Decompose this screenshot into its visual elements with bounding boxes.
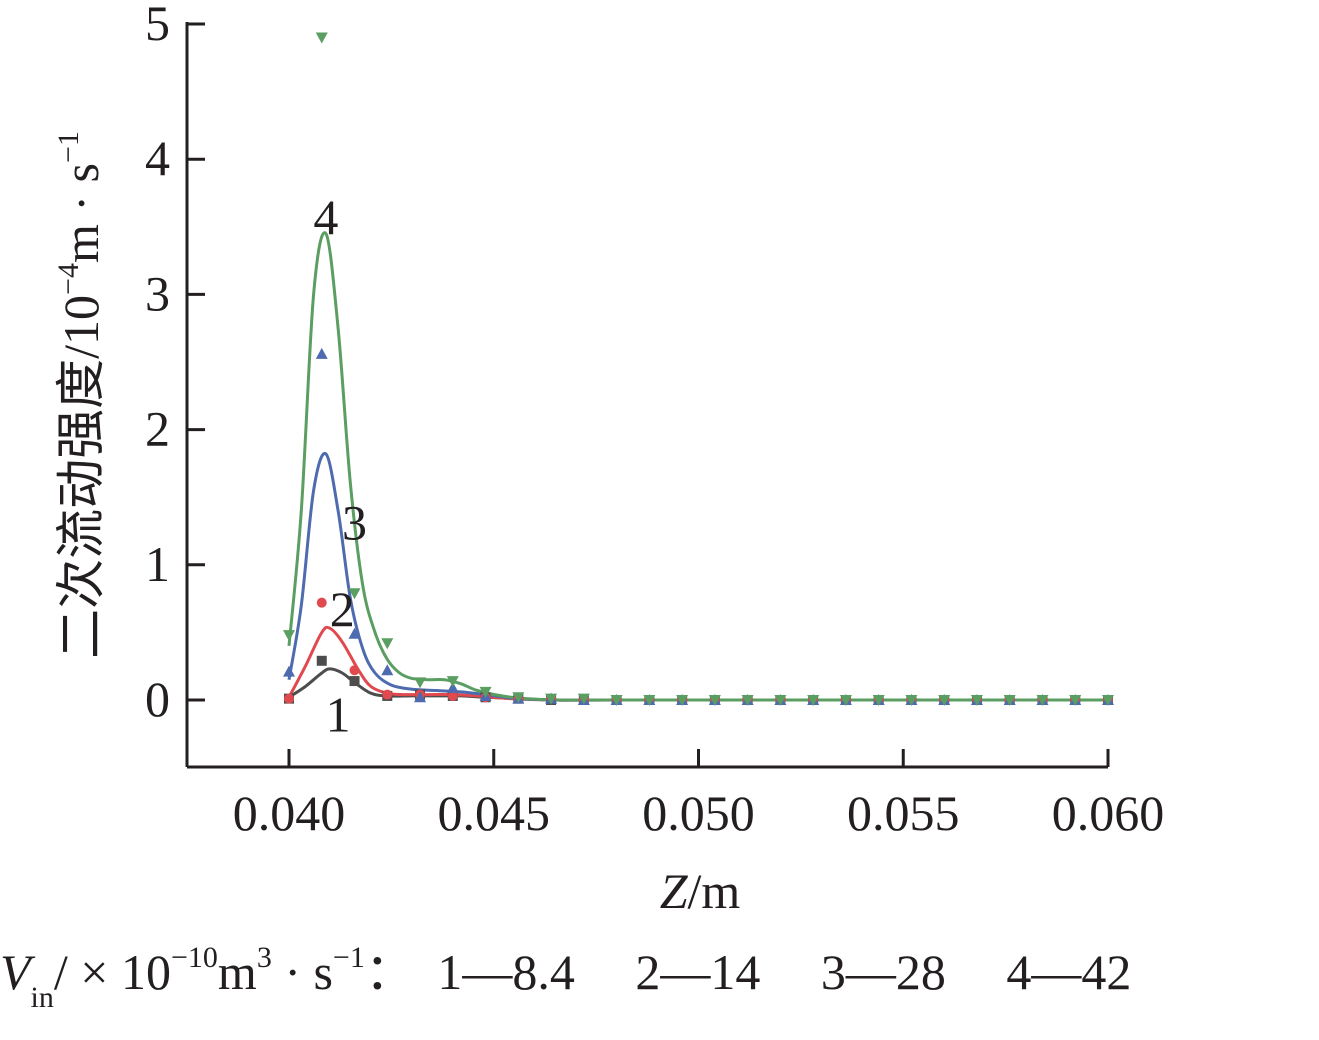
- y-tick-label: 4: [145, 130, 170, 186]
- y-tick-label: 2: [145, 401, 170, 457]
- y-tick-label: 0: [145, 671, 170, 727]
- y-ticks: 0 1 2 3 4 5: [145, 0, 205, 727]
- data-point-series-4: [446, 676, 459, 688]
- x-tick-label: 0.040: [233, 785, 346, 841]
- y-tick-label: 5: [145, 0, 170, 51]
- y-tick-label: 3: [145, 265, 170, 321]
- data-point-series-4: [708, 695, 721, 706]
- data-point-series-4: [970, 695, 983, 706]
- fit-curve-4: [287, 231, 1108, 702]
- curve-label-1: 1: [326, 687, 351, 743]
- legend-entry-2: 2—14: [635, 944, 761, 1000]
- data-point-series-4: [1102, 695, 1114, 706]
- legend-vin: Vin: [0, 944, 54, 1014]
- x-tick-label: 0.050: [642, 785, 755, 841]
- data-point-series-1: [316, 655, 327, 666]
- data-point-series-4: [1036, 695, 1049, 706]
- x-tick-label: 0.055: [847, 785, 960, 841]
- y-axis-title: 二次流动强度/10−4m · s−1: [52, 131, 109, 659]
- data-point-series-2: [284, 693, 294, 704]
- curve-labels: 1 2 3 4: [313, 189, 367, 743]
- axes: [185, 22, 1108, 769]
- legend-entry-3: 3—28: [820, 944, 946, 1000]
- data-point-series-4: [577, 693, 590, 705]
- data-point-series-4: [1003, 695, 1016, 706]
- data-point-series-4: [676, 695, 689, 706]
- data-point-series-3: [446, 681, 459, 693]
- data-point-series-2: [447, 690, 458, 701]
- x-ticks: 0.040 0.045 0.050 0.055 0.060: [233, 749, 1165, 841]
- data-point-series-3: [348, 627, 361, 639]
- x-tick-label: 0.045: [438, 785, 551, 841]
- legend-unit: / × 10−10m3 · s−1：: [53, 941, 415, 1001]
- data-point-series-4: [610, 695, 623, 706]
- data-point-series-3: [414, 691, 427, 703]
- data-point-series-2: [316, 597, 327, 608]
- secondary-flow-chart: 0 1 2 3 4 5 0.040 0.045 0.050 0.055 0.060 1 2 3 4 Z/…: [52, 0, 1165, 919]
- data-point-series-4: [479, 686, 492, 698]
- data-point-series-4: [872, 695, 885, 706]
- fit-curve-3: [287, 451, 1108, 702]
- fit-curves: [287, 231, 1108, 702]
- data-point-series-4: [545, 693, 558, 705]
- data-point-series-4: [315, 32, 328, 44]
- data-point-series-2: [382, 689, 393, 700]
- data-point-series-3: [283, 665, 295, 677]
- data-point-series-4: [938, 695, 951, 706]
- data-point-series-3: [381, 664, 394, 676]
- data-point-series-4: [807, 695, 820, 706]
- x-tick-label: 0.060: [1052, 785, 1165, 841]
- data-point-series-4: [348, 588, 361, 600]
- legend: Vin/ × 10−10m3 · s−1： 1—8.4 2—14 3—28 4—…: [0, 930, 1319, 1015]
- data-point-series-1: [349, 676, 360, 687]
- data-point-series-4: [381, 638, 394, 650]
- x-axis-title: Z/m: [660, 863, 741, 919]
- data-point-series-4: [1069, 695, 1082, 706]
- data-point-series-4: [643, 695, 656, 706]
- data-markers: [283, 32, 1114, 706]
- data-point-series-4: [774, 695, 787, 706]
- data-point-series-4: [414, 677, 427, 689]
- data-point-series-2: [349, 665, 360, 676]
- data-point-series-4: [839, 695, 852, 706]
- curve-label-3: 3: [342, 495, 367, 551]
- data-point-series-4: [512, 692, 525, 704]
- curve-label-2: 2: [330, 581, 355, 637]
- curve-label-4: 4: [313, 189, 338, 245]
- data-point-series-4: [741, 695, 754, 706]
- legend-entry-1: 1—8.4: [437, 944, 575, 1000]
- data-point-series-4: [905, 695, 918, 706]
- y-tick-label: 1: [145, 536, 170, 592]
- data-point-series-4: [283, 630, 295, 642]
- data-point-series-3: [315, 347, 328, 359]
- legend-entry-4: 4—42: [1006, 944, 1132, 1000]
